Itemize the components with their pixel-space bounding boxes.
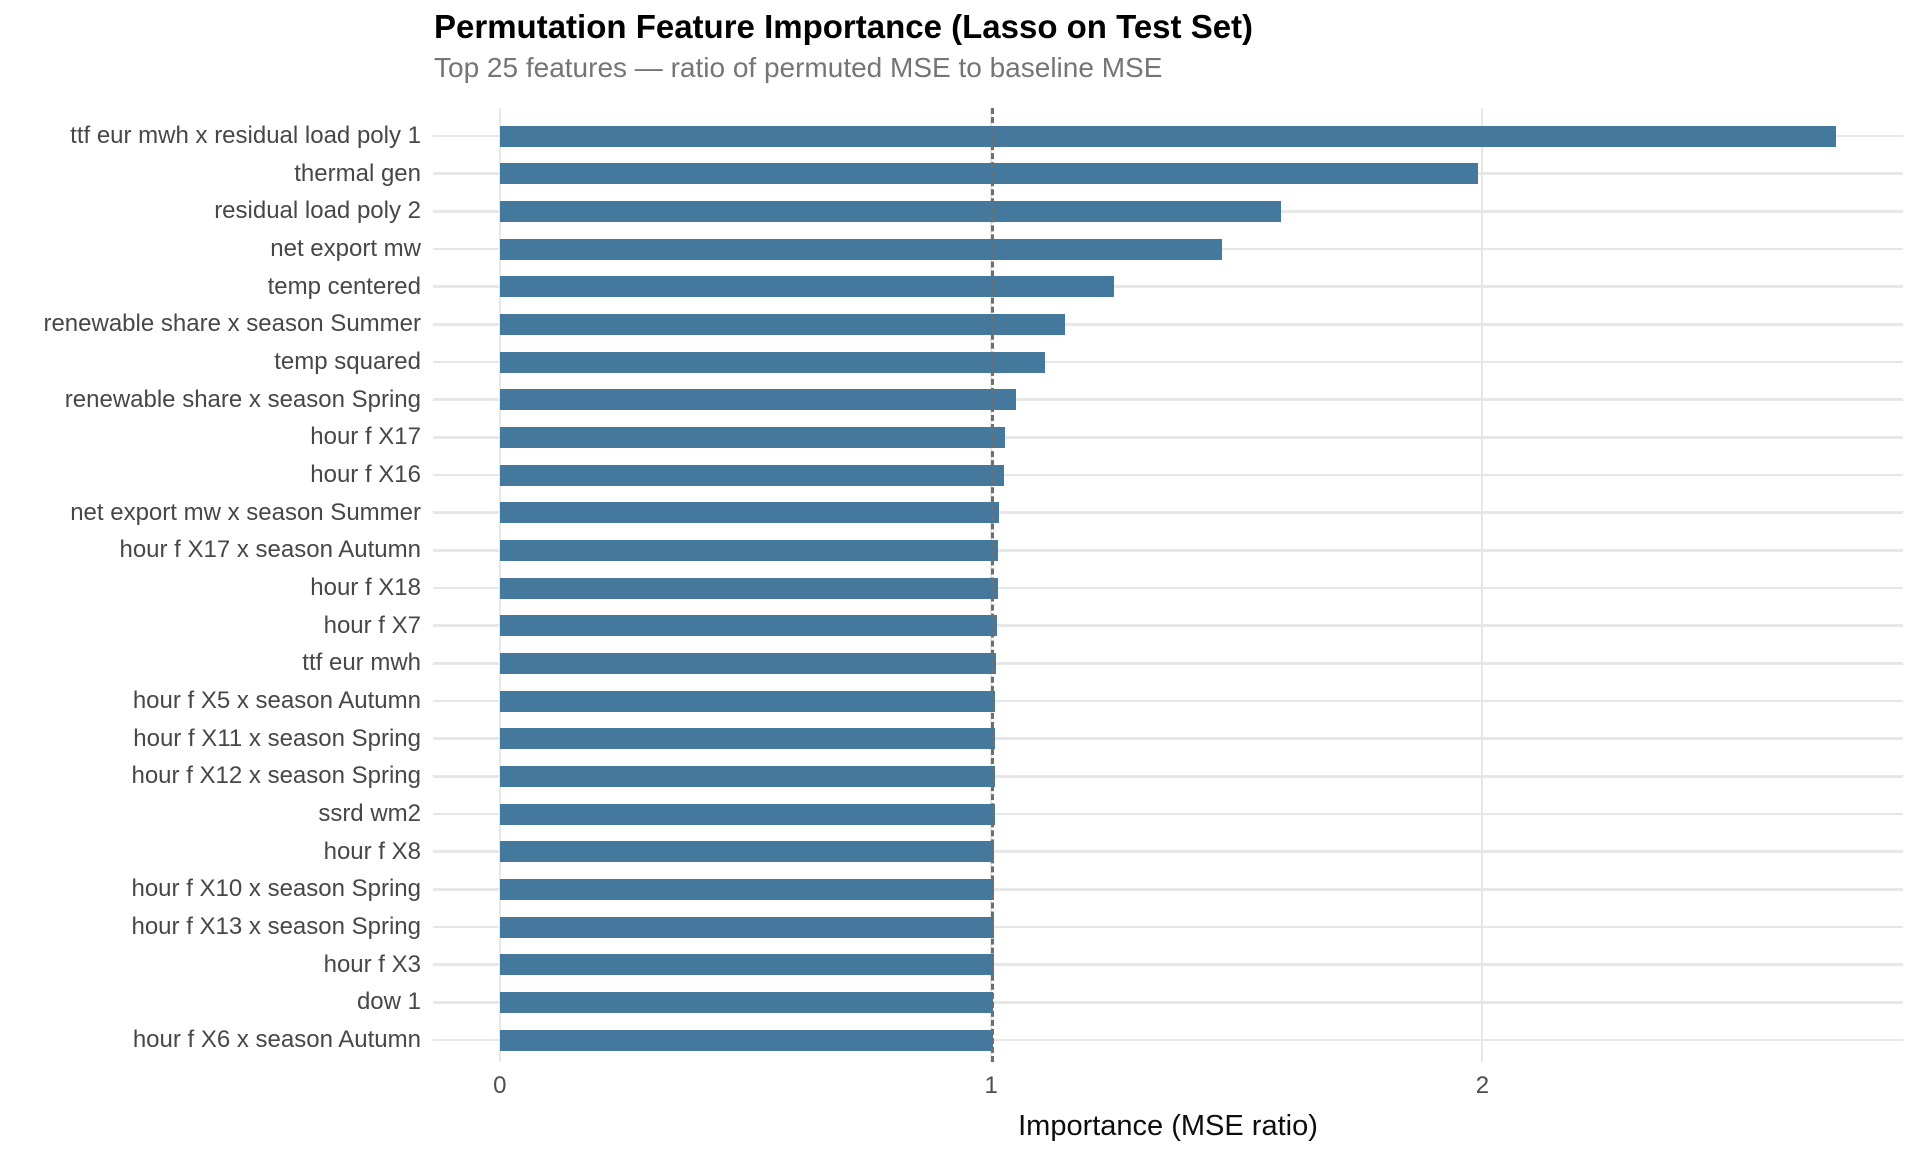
y-gridline [433,473,1903,477]
bar-hour-f-x5-x-season-autumn [499,690,996,712]
x-tick-label-0: 0 [493,1072,507,1099]
y-gridline [433,812,1903,816]
y-tick-label: temp squared [274,348,421,375]
y-tick-label: renewable share x season Spring [64,385,421,413]
y-tick-label: net export mw x season Summer [70,498,421,526]
bar-hour-f-x18 [499,577,998,599]
y-gridline [433,850,1903,853]
bar-hour-f-x17 [499,426,1005,448]
y-tick-label: hour f X10 x season Spring [131,875,421,903]
bar-net-export-mw-x-season-summer [499,502,1000,524]
bar-hour-f-x7 [499,615,997,637]
bar-hour-f-x3 [499,954,994,976]
y-gridline [433,360,1903,364]
y-gridline [433,1001,1903,1004]
y-gridline [433,398,1903,401]
y-gridline [433,624,1903,627]
bar-hour-f-x12-x-season-spring [499,765,995,787]
y-gridline [433,586,1903,590]
y-tick-label: hour f X7 [323,611,421,639]
chart-title: Permutation Feature Importance (Lasso on… [434,8,1254,45]
y-gridline [433,737,1903,740]
bar-hour-f-x13-x-season-spring [499,916,994,938]
y-gridline [433,925,1903,929]
y-gridline [433,323,1903,326]
bar-hour-f-x16 [499,464,1004,486]
x-gridline-2 [1481,108,1484,1062]
bar-temp-squared [499,351,1046,373]
bar-hour-f-x8 [499,841,995,863]
bar-hour-f-x17-x-season-autumn [499,539,999,561]
bar-ssrd-wm2 [499,803,995,825]
y-gridline [433,888,1903,891]
y-gridline [433,775,1903,778]
y-tick-label: hour f X13 x season Spring [131,913,421,940]
bar-dow-1 [499,991,994,1013]
y-gridline [433,549,1903,552]
y-gridline [433,662,1903,665]
y-tick-label: hour f X17 [310,423,421,451]
baseline-reference-line [991,108,995,1062]
y-tick-label: ttf eur mwh [302,649,421,677]
y-gridline [433,1038,1903,1042]
y-tick-label: hour f X11 x season Spring [133,724,421,752]
y-tick-label: hour f X16 [310,461,421,488]
bar-renewable-share-x-season-summer [499,313,1065,335]
y-gridline [433,511,1903,514]
y-tick-label: hour f X8 [323,837,421,865]
y-tick-label: residual load poly 2 [214,197,421,225]
bar-net-export-mw [499,238,1223,260]
x-axis-title: Importance (MSE ratio) [1018,1110,1318,1142]
chart-subtitle: Top 25 features — ratio of permuted MSE … [434,52,1163,83]
bar-ttf-eur-mwh-x-residual-load-poly-1 [499,125,1837,147]
bar-hour-f-x6-x-season-autumn [499,1029,994,1051]
y-tick-label: ttf eur mwh x residual load poly 1 [70,122,421,149]
y-gridline [433,285,1903,288]
y-tick-label: dow 1 [356,988,421,1016]
y-tick-label: hour f X6 x season Autumn [132,1026,421,1053]
x-tick-label-1: 1 [984,1072,998,1099]
y-tick-label: net export mw [270,235,421,262]
plot-panel [433,108,1903,1062]
y-tick-label: temp centered [267,272,421,300]
bar-thermal-gen [499,163,1478,185]
y-tick-label: thermal gen [294,159,421,187]
y-tick-label: renewable share x season Summer [43,310,421,338]
y-gridline [433,963,1903,966]
x-tick-label-2: 2 [1475,1072,1490,1099]
bar-renewable-share-x-season-spring [499,389,1016,411]
y-tick-label: hour f X3 [323,950,421,978]
y-gridline [433,699,1903,703]
y-tick-label: hour f X18 [310,574,421,601]
bar-temp-centered [499,276,1114,298]
bar-hour-f-x10-x-season-spring [499,878,995,900]
y-tick-label: hour f X17 x season Autumn [119,536,421,564]
bar-hour-f-x11-x-season-spring [499,728,996,750]
bar-ttf-eur-mwh [499,652,996,674]
bar-residual-load-poly-2 [499,200,1281,222]
y-tick-label: hour f X12 x season Spring [131,762,421,790]
y-tick-label: hour f X5 x season Autumn [132,687,421,714]
y-gridline [433,436,1903,439]
y-tick-label: ssrd wm2 [318,800,421,827]
